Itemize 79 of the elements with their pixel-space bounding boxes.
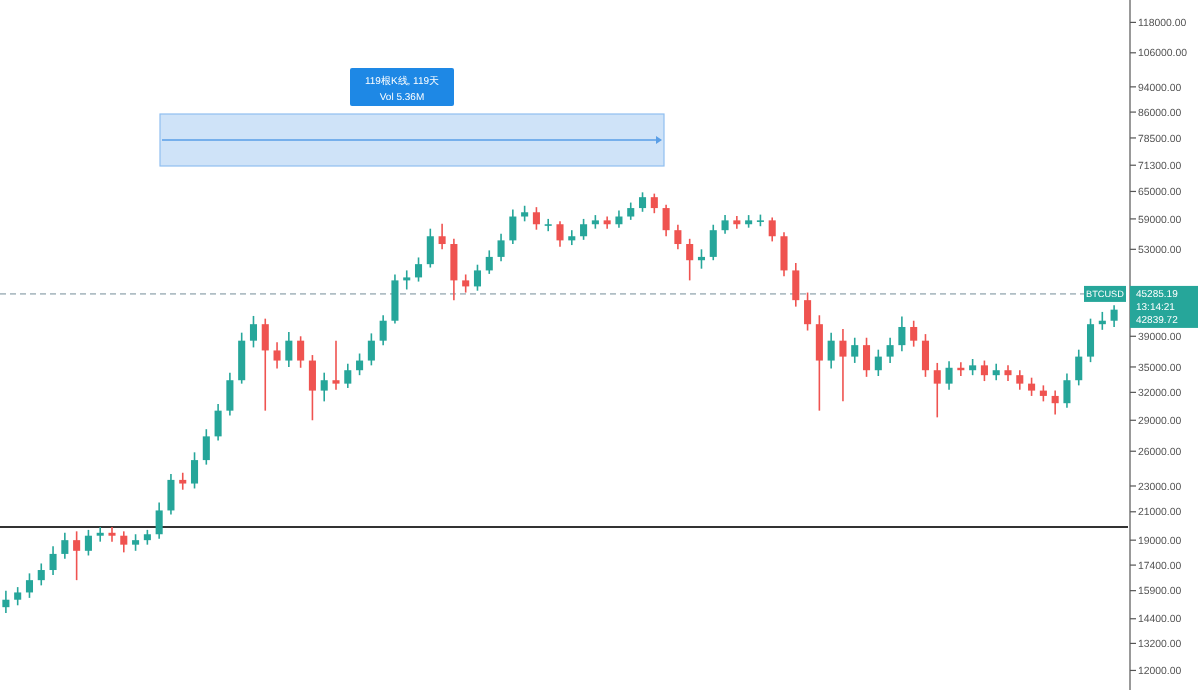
candlestick: [815, 314, 823, 412]
candlestick: [473, 263, 482, 292]
candlestick: [273, 341, 281, 370]
candlestick: [179, 471, 187, 491]
candlestick: [320, 371, 328, 403]
candlestick: [804, 291, 812, 332]
candlestick: [532, 206, 540, 231]
candlestick: [450, 238, 458, 301]
candlestick: [980, 359, 988, 382]
candlestick: [438, 222, 446, 251]
candlestick: [1051, 389, 1059, 416]
candlestick: [921, 333, 930, 378]
candlestick: [297, 335, 305, 369]
candlestick: [898, 315, 906, 352]
candlestick: [674, 223, 682, 251]
candlestick: [25, 572, 34, 599]
candlestick: [709, 223, 717, 262]
candlestick: [1063, 372, 1071, 409]
candlestick: [1028, 376, 1036, 397]
candlestick: [344, 362, 352, 389]
candlestick: [862, 336, 871, 378]
candlestick: [379, 314, 387, 346]
candlestick: [226, 371, 234, 417]
candlestick: [733, 215, 741, 230]
candlestick: [202, 428, 210, 466]
candlestick: [509, 208, 517, 245]
candlestick: [839, 328, 847, 403]
candlestick: [155, 501, 163, 540]
candlestick: [14, 586, 22, 607]
candlestick: [662, 204, 670, 238]
candlestick: [874, 348, 882, 377]
candlestick: [96, 526, 104, 543]
candlestick: [792, 262, 800, 308]
candlestick: [108, 526, 116, 543]
candlestick: [426, 227, 434, 269]
candlestick: [910, 319, 918, 348]
candlestick: [238, 331, 246, 385]
candlestick: [768, 216, 776, 243]
candlestick: [780, 231, 788, 278]
candlestick: [485, 249, 493, 275]
candlestick: [61, 531, 69, 560]
candlestick: [391, 273, 399, 325]
candlestick: [285, 331, 293, 368]
candlestick: [462, 273, 470, 294]
candlestick: [556, 220, 564, 248]
candlestick: [73, 530, 81, 581]
candlestick: [214, 403, 222, 442]
candlestick: [37, 562, 45, 587]
candlestick: [945, 360, 953, 391]
candlestick: [697, 248, 706, 270]
candlestick: [356, 352, 364, 376]
candlestick: [1086, 317, 1095, 363]
candlestick: [686, 238, 694, 282]
candlestick: [403, 269, 411, 291]
candlestick: [497, 232, 505, 263]
candlestick: [49, 545, 57, 576]
candlestick: [568, 229, 576, 246]
candlestick: [851, 336, 859, 364]
candlestick: [650, 192, 658, 214]
candlestick: [2, 589, 10, 614]
candlestick: [261, 317, 269, 412]
candlestick: [120, 530, 128, 554]
candlestick: [580, 218, 588, 241]
candlestick: [167, 473, 175, 516]
candlestick: [84, 529, 92, 557]
candlestick: [1016, 369, 1024, 391]
candlestick: [886, 336, 894, 364]
candlestick: [367, 332, 375, 367]
candlestick: [332, 339, 340, 391]
candlestick: [1075, 348, 1083, 387]
candlestick: [414, 256, 423, 283]
candlestick: [721, 214, 729, 235]
candlestick: [933, 362, 941, 419]
candlestick: [308, 354, 316, 422]
candlestick: [249, 315, 258, 349]
candlestick: [544, 218, 552, 232]
candlestick: [638, 191, 647, 213]
candlestick: [190, 451, 199, 490]
candlestick: [827, 331, 835, 370]
